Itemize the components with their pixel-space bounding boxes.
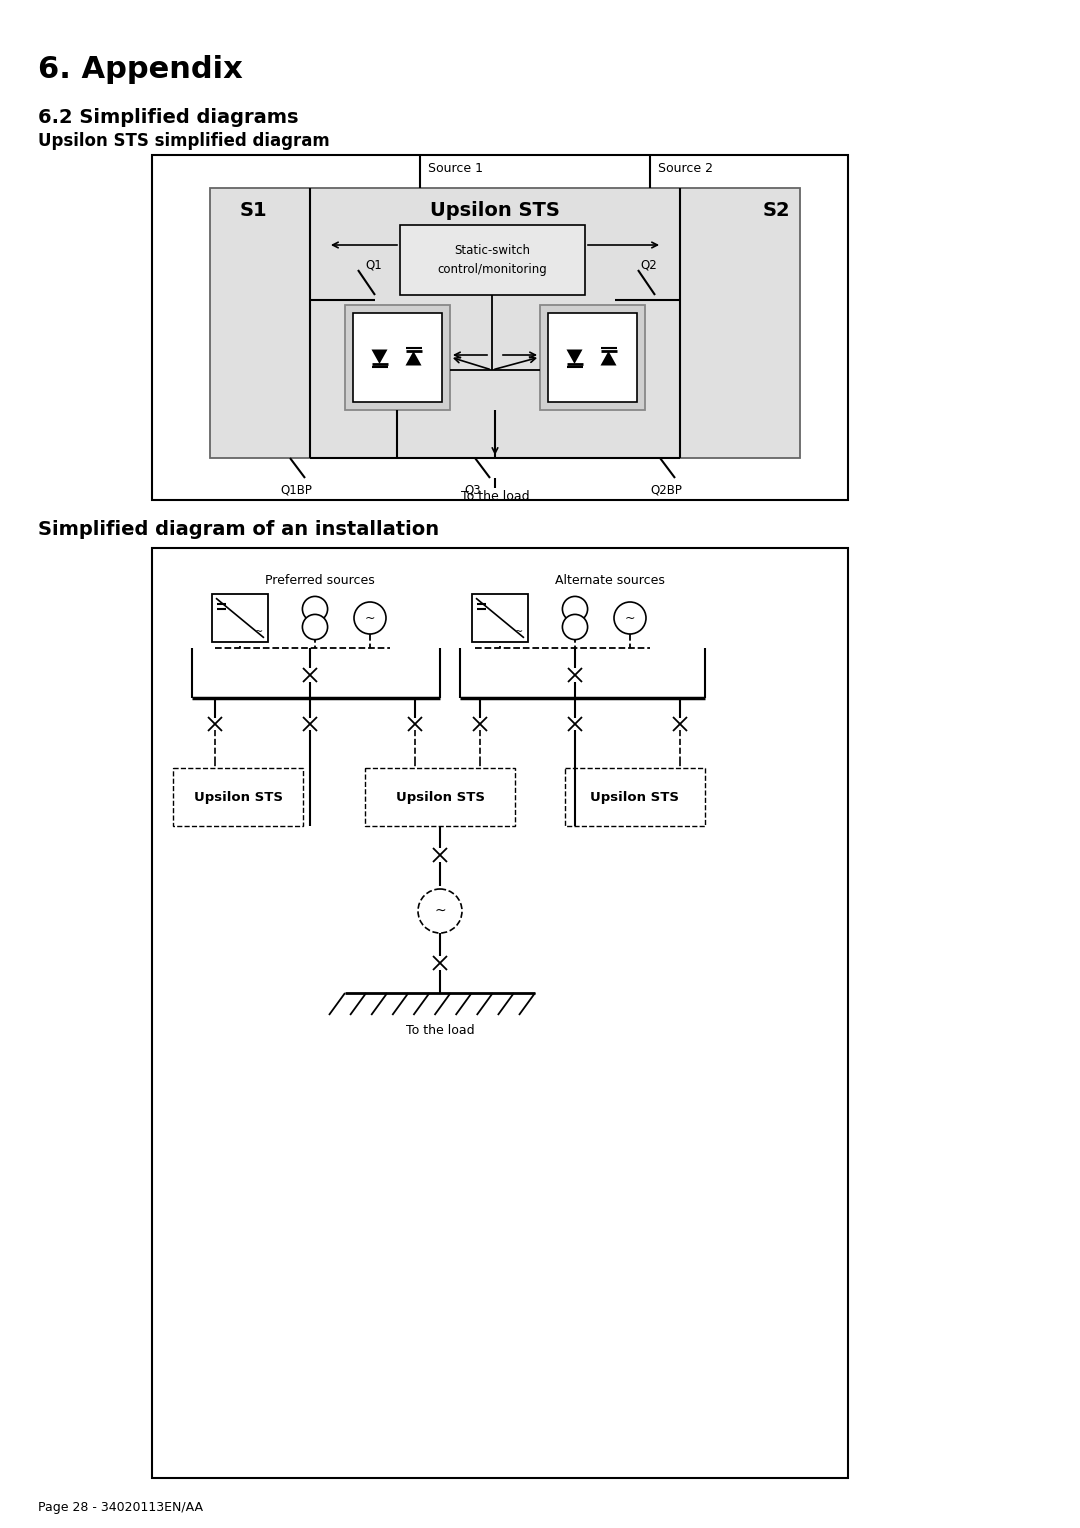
Polygon shape (405, 351, 421, 365)
Text: Upsilon STS simplified diagram: Upsilon STS simplified diagram (38, 131, 329, 150)
Bar (152, 154, 848, 500)
Bar (565, 769, 705, 827)
Bar (400, 225, 585, 295)
Text: Alternate sources: Alternate sources (555, 573, 665, 587)
Bar (540, 306, 645, 410)
Polygon shape (600, 351, 617, 365)
Text: 6.2 Simplified diagrams: 6.2 Simplified diagrams (38, 108, 298, 127)
Bar (365, 769, 515, 827)
Bar (353, 313, 442, 402)
Text: ~: ~ (624, 611, 635, 625)
Text: Q1: Q1 (365, 258, 381, 272)
Text: ~: ~ (434, 905, 446, 918)
Text: Page 28 - 34020113EN/AA: Page 28 - 34020113EN/AA (38, 1502, 203, 1514)
Text: Upsilon STS: Upsilon STS (193, 790, 283, 804)
Text: Q3: Q3 (464, 483, 481, 497)
Text: ~: ~ (255, 626, 264, 637)
Text: ~: ~ (515, 626, 523, 637)
Text: Upsilon STS: Upsilon STS (591, 790, 679, 804)
Circle shape (354, 602, 386, 634)
Circle shape (615, 602, 646, 634)
Circle shape (563, 614, 588, 640)
Text: S1: S1 (240, 200, 268, 220)
Circle shape (302, 596, 327, 622)
Text: Source 2: Source 2 (658, 162, 713, 174)
Text: Source 1: Source 1 (428, 162, 483, 174)
Text: Q2BP: Q2BP (650, 483, 681, 497)
Text: S2: S2 (762, 200, 791, 220)
Text: Preferred sources: Preferred sources (265, 573, 375, 587)
Bar (210, 188, 800, 458)
Bar (345, 306, 450, 410)
Text: Q2: Q2 (640, 258, 657, 272)
Bar (152, 549, 848, 1478)
Circle shape (563, 596, 588, 622)
Text: Q1BP: Q1BP (280, 483, 312, 497)
Text: Static-switch: Static-switch (455, 243, 530, 257)
Text: ~: ~ (365, 611, 375, 625)
Bar (472, 594, 528, 642)
Text: Simplified diagram of an installation: Simplified diagram of an installation (38, 520, 440, 539)
Polygon shape (567, 350, 582, 364)
Text: Upsilon STS: Upsilon STS (430, 200, 559, 220)
Bar (173, 769, 303, 827)
Bar (212, 594, 268, 642)
Text: 6. Appendix: 6. Appendix (38, 55, 243, 84)
Text: control/monitoring: control/monitoring (437, 263, 548, 277)
Text: To the load: To the load (406, 1024, 474, 1038)
Circle shape (302, 614, 327, 640)
Bar (548, 313, 637, 402)
Polygon shape (372, 350, 388, 364)
Text: To the load: To the load (461, 490, 529, 504)
Text: Upsilon STS: Upsilon STS (395, 790, 485, 804)
Circle shape (418, 889, 462, 934)
